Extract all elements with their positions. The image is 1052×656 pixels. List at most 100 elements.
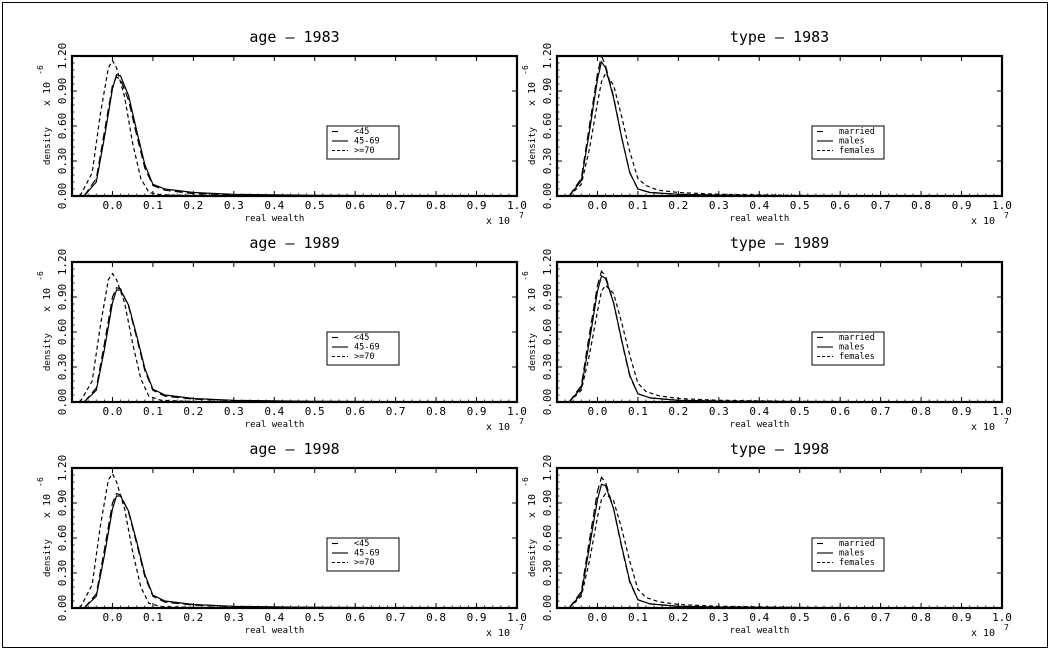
series-line-2 [568,275,1003,403]
y-axis-label: density [528,332,538,371]
y-axis-label: density [528,126,538,165]
panel-title: type — 1989 [730,234,829,252]
x-tick-label: 0.2 [183,199,203,212]
x-exponent-label: x 10 [486,216,510,227]
x-exponent-label: x 10 [971,628,995,639]
y-axis-label: density [43,332,53,371]
y-exponent-sup: -6 [36,65,45,75]
x-tick-label: 0.6 [345,611,365,624]
y-exponent-sup: -6 [521,477,530,487]
y-tick-label: 1.20 [541,455,554,482]
x-tick-label: 0.3 [709,199,729,212]
y-exponent-label: x 10 [527,82,538,106]
y-tick-label: 0.90 [56,284,69,311]
x-tick-label: 0.0 [588,611,608,624]
x-tick-label: 0.8 [911,611,931,624]
x-tick-label: 0.6 [830,405,850,418]
y-tick-label: 0.90 [541,490,554,517]
panel-1: age — 1983 0.0 0.1 0.2 0.3 0.4 0.5 0.6 0.7 0.8 0.9… [36,28,527,227]
x-tick-label: 0.8 [426,199,446,212]
legend-label: females [839,558,875,568]
x-tick-label: 0.2 [183,611,203,624]
y-tick-label: 0.90 [541,78,554,105]
x-exponent-label: x 10 [486,628,510,639]
x-tick-label: 0.5 [790,405,810,418]
x-tick-label: 0.6 [345,405,365,418]
legend-box [326,125,400,160]
legend-label: 45-69 [354,137,380,147]
panel-6: type — 1998 0.0 0.1 0.2 0.3 0.4 0.5 0.6 0.7 0.8 0.… [521,440,1012,639]
panel-3: age — 1989 0.0 0.1 0.2 0.3 0.4 0.5 0.6 0.7 0.8 0.9… [36,234,527,433]
x-tick-label: 0.4 [264,199,284,212]
series-line-2 [568,483,1003,609]
y-tick-label: 0.00 [56,183,69,210]
x-exponent-sup: 7 [519,417,524,426]
x-tick-label: 0.1 [628,199,648,212]
y-tick-label: 0.60 [56,319,69,346]
x-tick-label: 0.0 [588,199,608,212]
x-tick-label: 0.4 [264,611,284,624]
x-tick-label: 0.0 [103,611,123,624]
legend-label: >=70 [354,146,374,156]
y-tick-label: 0.90 [56,490,69,517]
x-tick-label: 0.0 [103,405,123,418]
series-line-3 [79,59,518,197]
x-tick-label: 0.5 [790,199,810,212]
y-exponent-label: x 10 [42,288,53,312]
x-tick-label: 1.0 [992,405,1012,418]
y-tick-label: 1.20 [56,455,69,482]
legend-label: <45 [354,127,369,137]
y-tick-label: 1.20 [56,249,69,276]
x-tick-label: 0.0 [588,405,608,418]
x-tick-label: 0.8 [426,405,446,418]
legend-box [326,537,400,572]
y-tick-label: 0.00 [541,389,554,416]
y-tick-label: 0.60 [541,113,554,140]
y-tick-label: 0.00 [541,595,554,622]
legend-box [811,331,885,366]
legend-label: <45 [354,539,369,549]
y-exponent-sup: -6 [521,271,530,281]
x-tick-label: 0.4 [264,405,284,418]
series-line-2 [568,60,1003,197]
y-tick-label: 0.90 [56,78,69,105]
legend-label: males [839,549,865,559]
series-line-2 [83,73,518,197]
legend-label: 45-69 [354,549,380,559]
legend-box [326,331,400,366]
y-tick-label: 0.30 [541,560,554,587]
x-tick-label: 1.0 [992,611,1012,624]
x-tick-label: 0.9 [952,611,972,624]
y-tick-label: 0.60 [56,113,69,140]
x-tick-label: 0.2 [668,199,688,212]
x-tick-label: 0.0 [103,199,123,212]
y-exponent-sup: -6 [36,477,45,487]
legend-label: males [839,137,865,147]
y-exponent-label: x 10 [42,494,53,518]
panel-2: type — 1983 0.0 0.1 0.2 0.3 0.4 0.5 0.6 0.7 0.8 0.… [521,28,1012,227]
x-tick-label: 0.2 [668,405,688,418]
x-tick-label: 0.6 [345,199,365,212]
panel-5: age — 1998 0.0 0.1 0.2 0.3 0.4 0.5 0.6 0.7 0.8 0.9… [36,440,527,639]
x-tick-label: 0.3 [224,199,244,212]
x-tick-label: 0.2 [183,405,203,418]
x-tick-label: 0.1 [143,405,163,418]
series-line-1 [83,76,518,197]
y-exponent-sup: -6 [521,65,530,75]
y-tick-label: 0.60 [541,319,554,346]
legend-label: >=70 [354,558,374,568]
x-tick-label: 0.3 [709,405,729,418]
x-tick-label: 0.4 [749,611,769,624]
y-axis-label: density [528,538,538,577]
x-exponent-sup: 7 [519,623,524,632]
y-tick-label: 1.20 [541,249,554,276]
legend-label: males [839,343,865,353]
y-exponent-label: x 10 [527,288,538,312]
x-tick-label: 0.7 [871,199,891,212]
y-exponent-label: x 10 [42,82,53,106]
x-tick-label: 0.4 [749,199,769,212]
